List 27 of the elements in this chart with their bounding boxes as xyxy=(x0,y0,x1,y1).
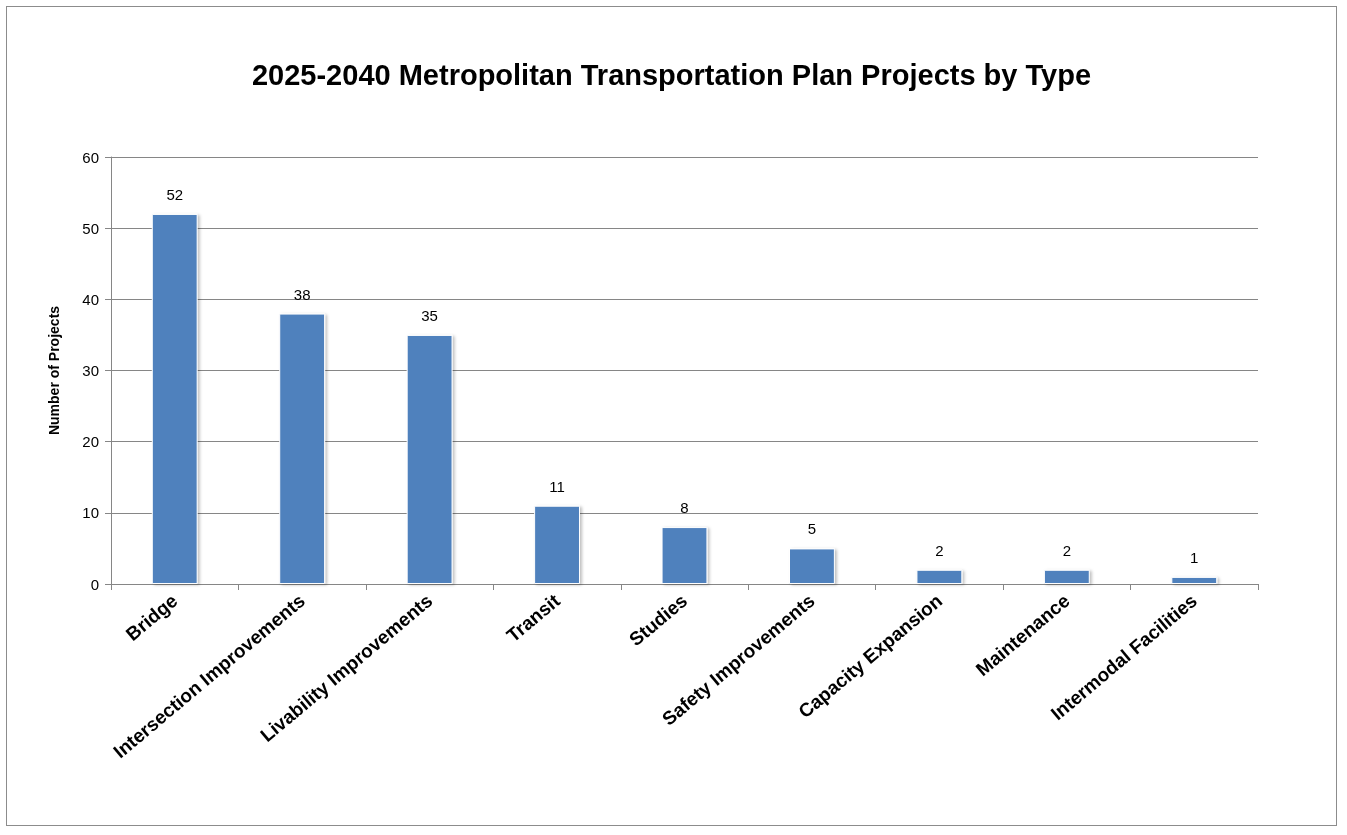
y-tick-label: 60 xyxy=(82,148,99,166)
bar xyxy=(534,505,580,584)
y-tick-label: 30 xyxy=(82,362,99,379)
y-tick-label: 40 xyxy=(82,290,99,308)
y-tick-label: 10 xyxy=(82,504,99,522)
data-label: 2 xyxy=(1062,541,1072,559)
data-label: 8 xyxy=(680,499,689,517)
data-label: 35 xyxy=(421,306,438,324)
bar xyxy=(1171,576,1218,584)
chart-title: 2025-2040 Metropolitan Transportation Plan Projects by Type xyxy=(251,58,1092,91)
data-label: 1 xyxy=(1190,548,1199,566)
data-label: 2 xyxy=(935,541,944,559)
bar xyxy=(1043,569,1090,584)
data-label: 5 xyxy=(807,520,817,538)
bar xyxy=(916,569,963,584)
y-axis-title: Number of Projects xyxy=(46,305,62,436)
bar xyxy=(406,334,453,584)
data-label: 52 xyxy=(166,185,184,203)
y-tick-label: 20 xyxy=(82,433,99,451)
y-tick-label: 0 xyxy=(90,575,99,593)
data-label: 11 xyxy=(549,477,565,495)
y-tick-label: 50 xyxy=(82,219,99,237)
bar xyxy=(151,213,198,584)
bar xyxy=(789,548,835,584)
bar xyxy=(279,313,326,584)
bar xyxy=(661,527,708,584)
data-label: 38 xyxy=(293,285,311,303)
